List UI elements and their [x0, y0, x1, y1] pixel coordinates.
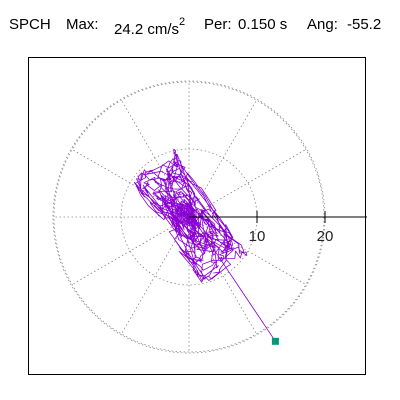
grid-spoke — [188, 216, 257, 335]
grid-spoke — [71, 216, 190, 285]
trace-core — [173, 205, 197, 225]
axis-tick-label: 10 — [249, 228, 266, 245]
plot-frame: 10 20 — [28, 57, 367, 375]
axis-tick-label: 20 — [317, 228, 334, 245]
end-marker — [271, 337, 279, 345]
period-label: Per: — [204, 16, 232, 33]
grid-spoke — [71, 149, 190, 218]
grid-spoke — [188, 149, 307, 218]
grid-spoke — [121, 216, 190, 335]
max-value-text: 24.2 cm/s — [114, 21, 180, 38]
period-value: 0.150 s — [238, 16, 288, 33]
max-exponent: 2 — [179, 16, 186, 28]
grid-spoke — [188, 99, 257, 218]
grid-spoke — [121, 99, 190, 218]
angle-value: -55.2 — [347, 16, 382, 33]
grid-spoke — [188, 216, 307, 285]
polar-plot: 10 20 — [52, 80, 367, 354]
max-value: 24.2 cm/s2 — [114, 14, 185, 41]
motion-trace — [133, 148, 276, 342]
angle-label: Ang: — [307, 16, 338, 33]
station-code: SPCH — [9, 16, 51, 33]
max-label: Max: — [66, 16, 99, 33]
plot-header: SPCH Max: 24.2 cm/s2 Per: 0.150 s Ang: -… — [0, 14, 400, 38]
